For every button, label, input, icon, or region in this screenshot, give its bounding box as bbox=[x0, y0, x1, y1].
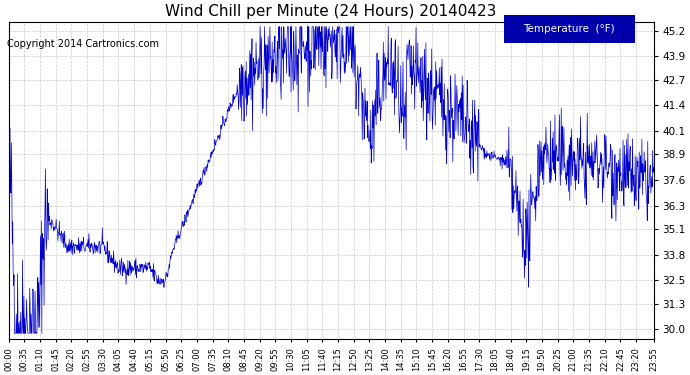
Text: Copyright 2014 Cartronics.com: Copyright 2014 Cartronics.com bbox=[7, 39, 159, 50]
Title: Wind Chill per Minute (24 Hours) 20140423: Wind Chill per Minute (24 Hours) 2014042… bbox=[166, 4, 497, 19]
Text: Temperature  (°F): Temperature (°F) bbox=[524, 24, 615, 34]
